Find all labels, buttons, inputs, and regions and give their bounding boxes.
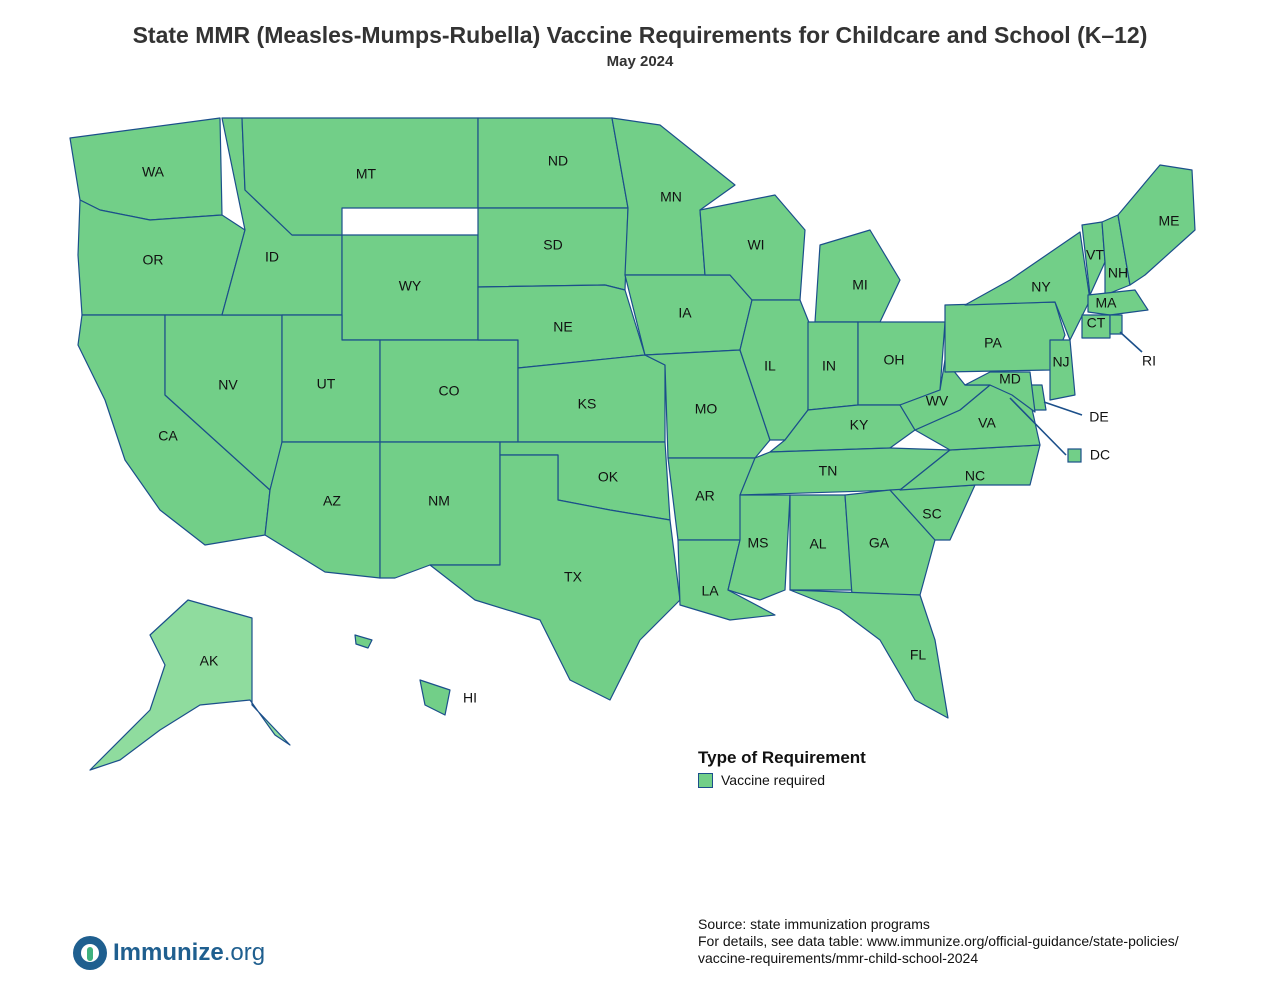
state-label-ut: UT — [317, 376, 336, 392]
legend-item-vaccine-required: Vaccine required — [698, 772, 866, 788]
state-label-mn: MN — [660, 189, 682, 205]
state-label-or: OR — [143, 252, 164, 268]
state-label-ky: KY — [850, 417, 869, 433]
state-label-ia: IA — [678, 305, 692, 321]
state-label-mo: MO — [695, 401, 718, 417]
logo-suffix: .org — [223, 939, 266, 966]
us-map: WA: Vaccine requiredOR: Vaccine required… — [69, 117, 1196, 771]
state-ri[interactable]: RI: Vaccine required — [1109, 314, 1123, 335]
state-ks[interactable]: KS: Vaccine required — [517, 354, 666, 443]
state-label-wi: WI — [747, 237, 764, 253]
state-label-sd: SD — [543, 237, 562, 253]
state-label-in: IN — [822, 358, 836, 374]
ri-leader-line — [1119, 331, 1143, 353]
state-pa[interactable]: PA: Vaccine required — [944, 301, 1066, 373]
state-label-tn: TN — [819, 463, 838, 479]
dc-leader-line — [1009, 397, 1067, 456]
state-label-dc: DC — [1090, 447, 1110, 463]
state-label-il: IL — [764, 358, 776, 374]
state-label-pa: PA — [984, 335, 1002, 351]
state-label-ct: CT — [1087, 315, 1106, 331]
state-label-ri: RI — [1142, 353, 1156, 369]
state-ma[interactable]: MA: Vaccine required — [1087, 289, 1149, 316]
state-ga[interactable]: GA: Vaccine required — [844, 489, 936, 596]
state-label-nh: NH — [1108, 265, 1128, 281]
state-label-ny: NY — [1031, 279, 1051, 295]
state-label-wa: WA — [142, 164, 165, 180]
state-label-ks: KS — [578, 396, 597, 412]
state-label-ms: MS — [748, 535, 769, 551]
map-subtitle: May 2024 — [606, 53, 674, 70]
legend: Type of Requirement Vaccine required — [698, 748, 866, 788]
state-label-mt: MT — [356, 166, 377, 182]
state-label-nm: NM — [428, 493, 450, 509]
state-label-nd: ND — [548, 153, 568, 169]
state-label-az: AZ — [323, 493, 341, 509]
state-label-nc: NC — [965, 468, 985, 484]
state-label-me: ME — [1159, 213, 1180, 229]
state-label-hi: HI — [463, 690, 477, 706]
state-label-ar: AR — [695, 488, 714, 504]
de-leader-line — [1043, 401, 1083, 416]
state-label-ne: NE — [553, 319, 572, 335]
state-nj[interactable]: NJ: Vaccine required — [1049, 339, 1076, 401]
state-label-va: VA — [978, 415, 996, 431]
state-label-nv: NV — [218, 377, 238, 393]
state-fl[interactable]: FL: Vaccine required — [789, 589, 949, 719]
logo-wordmark: Immunize.org — [113, 939, 265, 967]
state-ct[interactable]: CT: Vaccine required — [1081, 314, 1111, 339]
state-label-wv: WV — [926, 393, 949, 409]
state-label-ga: GA — [869, 535, 890, 551]
state-label-de: DE — [1089, 409, 1108, 425]
state-az[interactable]: AZ: Vaccine required — [264, 441, 381, 579]
immunize-logo: Immunize.org — [73, 936, 265, 970]
legend-item-label: Vaccine required — [721, 772, 826, 788]
state-label-sc: SC — [922, 506, 941, 522]
state-nm[interactable]: NM: Vaccine required — [379, 441, 501, 579]
logo-name: Immunize — [113, 939, 224, 966]
state-me[interactable]: ME: Vaccine required — [1117, 164, 1196, 286]
state-label-ca: CA — [158, 428, 178, 444]
state-ak[interactable]: AK: Vaccine required — [89, 599, 291, 771]
state-nh[interactable]: NH: Vaccine required — [1101, 214, 1131, 296]
details-url-line: vaccine-requirements/mmr-child-school-20… — [698, 950, 979, 966]
state-label-co: CO — [439, 383, 460, 399]
state-tx[interactable]: TX: Vaccine required — [429, 454, 681, 701]
state-hi[interactable]: HI: Vaccine required — [354, 634, 451, 716]
state-label-oh: OH — [884, 352, 905, 368]
source-line: Source: state immunization programs — [698, 916, 930, 932]
legend-title: Type of Requirement — [698, 748, 866, 767]
state-label-wy: WY — [399, 278, 422, 294]
state-label-nj: NJ — [1052, 354, 1069, 370]
state-nc[interactable]: NC: Vaccine required — [899, 444, 1041, 491]
source-note: Source: state immunization programs For … — [698, 916, 1268, 967]
state-label-ok: OK — [598, 469, 619, 485]
map-title: State MMR (Measles-Mumps-Rubella) Vaccin… — [132, 22, 1148, 48]
state-label-tx: TX — [564, 569, 583, 585]
state-label-id: ID — [265, 249, 279, 265]
state-label-la: LA — [701, 583, 719, 599]
state-label-vt: VT — [1086, 247, 1104, 263]
state-label-md: MD — [999, 371, 1021, 387]
state-label-fl: FL — [910, 647, 927, 663]
details-line: For details, see data table: www.immuniz… — [698, 933, 1179, 949]
state-label-al: AL — [809, 536, 826, 552]
legend-swatch — [698, 772, 713, 788]
dc-swatch — [1067, 448, 1082, 463]
state-md[interactable]: MD: Vaccine required — [964, 371, 1036, 413]
state-label-ma: MA — [1096, 295, 1118, 311]
state-mi[interactable]: MI: Vaccine required — [814, 229, 901, 323]
state-label-ak: AK — [200, 653, 219, 669]
state-label-mi: MI — [852, 277, 868, 293]
immunize-logo-icon — [73, 936, 107, 970]
